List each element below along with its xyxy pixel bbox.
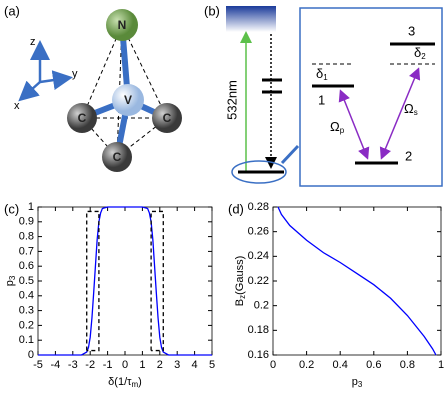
panel-label: (c) (4, 201, 19, 216)
panel-a: (a) z y x N V C C C (4, 3, 182, 172)
x-tick-label: 1 (438, 359, 444, 371)
panel-label: (d) (228, 201, 244, 216)
subscript: 3 (8, 275, 17, 280)
zoom-box (299, 7, 443, 187)
data-line (38, 206, 212, 356)
x-tick-label: 5 (209, 359, 215, 371)
y-tick-label: 0.2 (19, 319, 34, 331)
label-text: p (352, 376, 358, 388)
x-tick-label: 1 (139, 359, 145, 371)
y-tick-label: 0.7 (19, 245, 34, 257)
subscript: 3 (358, 380, 363, 389)
y-tick-label: 0.9 (19, 216, 34, 228)
x-tick-label: 0.6 (366, 359, 381, 371)
y-tick-label: 0 (28, 349, 34, 361)
symbol: δ (316, 66, 323, 81)
label-text: ) (138, 376, 142, 388)
subscript: z (238, 295, 247, 299)
x-tick-label: -3 (68, 359, 78, 371)
x-tick-label: -2 (85, 359, 95, 371)
atom-label: N (118, 18, 127, 32)
x-tick-label: 0 (270, 359, 276, 371)
x-tick-label: 0.4 (333, 359, 348, 371)
x-tick-label: 0.2 (299, 359, 314, 371)
atom (106, 9, 138, 41)
subscript: 2 (421, 52, 426, 61)
level-label: 3 (408, 23, 415, 38)
y-tick-label: 0.22 (248, 275, 269, 287)
connector (280, 144, 300, 165)
plot-area (37, 206, 213, 356)
y-tick-label: 0.24 (248, 250, 269, 262)
plot-area (272, 206, 442, 356)
y-tick-label: 0.28 (248, 201, 269, 213)
atom-label: C (113, 150, 122, 164)
x-tick-label: 0 (122, 359, 128, 371)
symbol: δ (414, 45, 421, 60)
label-text: B (234, 299, 246, 306)
y-tick-label: 0.8 (19, 231, 34, 243)
symbol: Ω (404, 101, 414, 116)
x-tick-label: 3 (174, 359, 180, 371)
axis-label: x (14, 100, 20, 112)
transition-arrow (338, 89, 370, 160)
x-tick-label: 2 (157, 359, 163, 371)
rabi-label: Ωp (330, 119, 345, 135)
highlight (231, 160, 287, 184)
y-tick-label: 0.2 (254, 300, 269, 312)
level-label: 1 (318, 92, 325, 107)
axis-label: z (30, 36, 36, 48)
x-tick-label: -4 (51, 359, 61, 371)
x-tick-label: -1 (103, 359, 113, 371)
detuning-label: δ1 (316, 66, 328, 82)
transition-arrow (379, 67, 421, 160)
subscript: p (340, 126, 345, 135)
panel-b: (b) 532nm 1 2 3 δ1 δ2 Ωp Ωs (204, 3, 443, 187)
subscript: s (414, 108, 418, 117)
axis-arrow (39, 70, 73, 91)
label-text: δ(1/τ (108, 376, 132, 388)
data-line (86, 210, 164, 352)
axis-label: δ(1/τm) (108, 376, 142, 389)
y-tick-label: 0.6 (19, 260, 34, 272)
axis-label: p3 (352, 376, 363, 389)
symbol: Ω (330, 119, 340, 134)
subscript: 1 (323, 73, 328, 82)
atom (67, 103, 97, 133)
rabi-label: Ωs (404, 101, 418, 117)
atom (152, 103, 182, 133)
y-tick-label: 0.1 (19, 334, 34, 346)
atom (112, 84, 144, 116)
axis-label: Bz(Gauss) (234, 256, 247, 306)
y-tick-label: 0.5 (19, 275, 34, 287)
x-tick-label: 0.8 (400, 359, 415, 371)
band (226, 6, 276, 32)
subscript: m (131, 380, 138, 389)
detuning-label: δ2 (414, 45, 426, 61)
x-tick-label: 4 (192, 359, 198, 371)
laser-label: 532nm (224, 80, 239, 120)
atom (102, 142, 132, 172)
data-line (277, 206, 437, 356)
label-text: p (4, 280, 16, 286)
y-tick-label: 0.18 (248, 324, 269, 336)
y-tick-label: 0.26 (248, 226, 269, 238)
atom-label: V (124, 93, 132, 107)
axis-label: y (72, 68, 78, 80)
panel-label: (a) (4, 3, 20, 18)
y-tick-label: 0.16 (248, 349, 269, 361)
y-tick-label: 0.4 (19, 290, 34, 302)
axis-label: p3 (4, 275, 17, 286)
atom-label: C (163, 111, 172, 125)
y-tick-label: 0.3 (19, 305, 34, 317)
axis-arrow (18, 80, 41, 102)
atom-label: C (78, 111, 87, 125)
panel-label: (b) (204, 3, 220, 18)
x-tick-label: -5 (33, 359, 43, 371)
level-label: 2 (405, 148, 412, 163)
label-text: (Gauss) (234, 256, 246, 295)
y-tick-label: 1 (28, 201, 34, 213)
